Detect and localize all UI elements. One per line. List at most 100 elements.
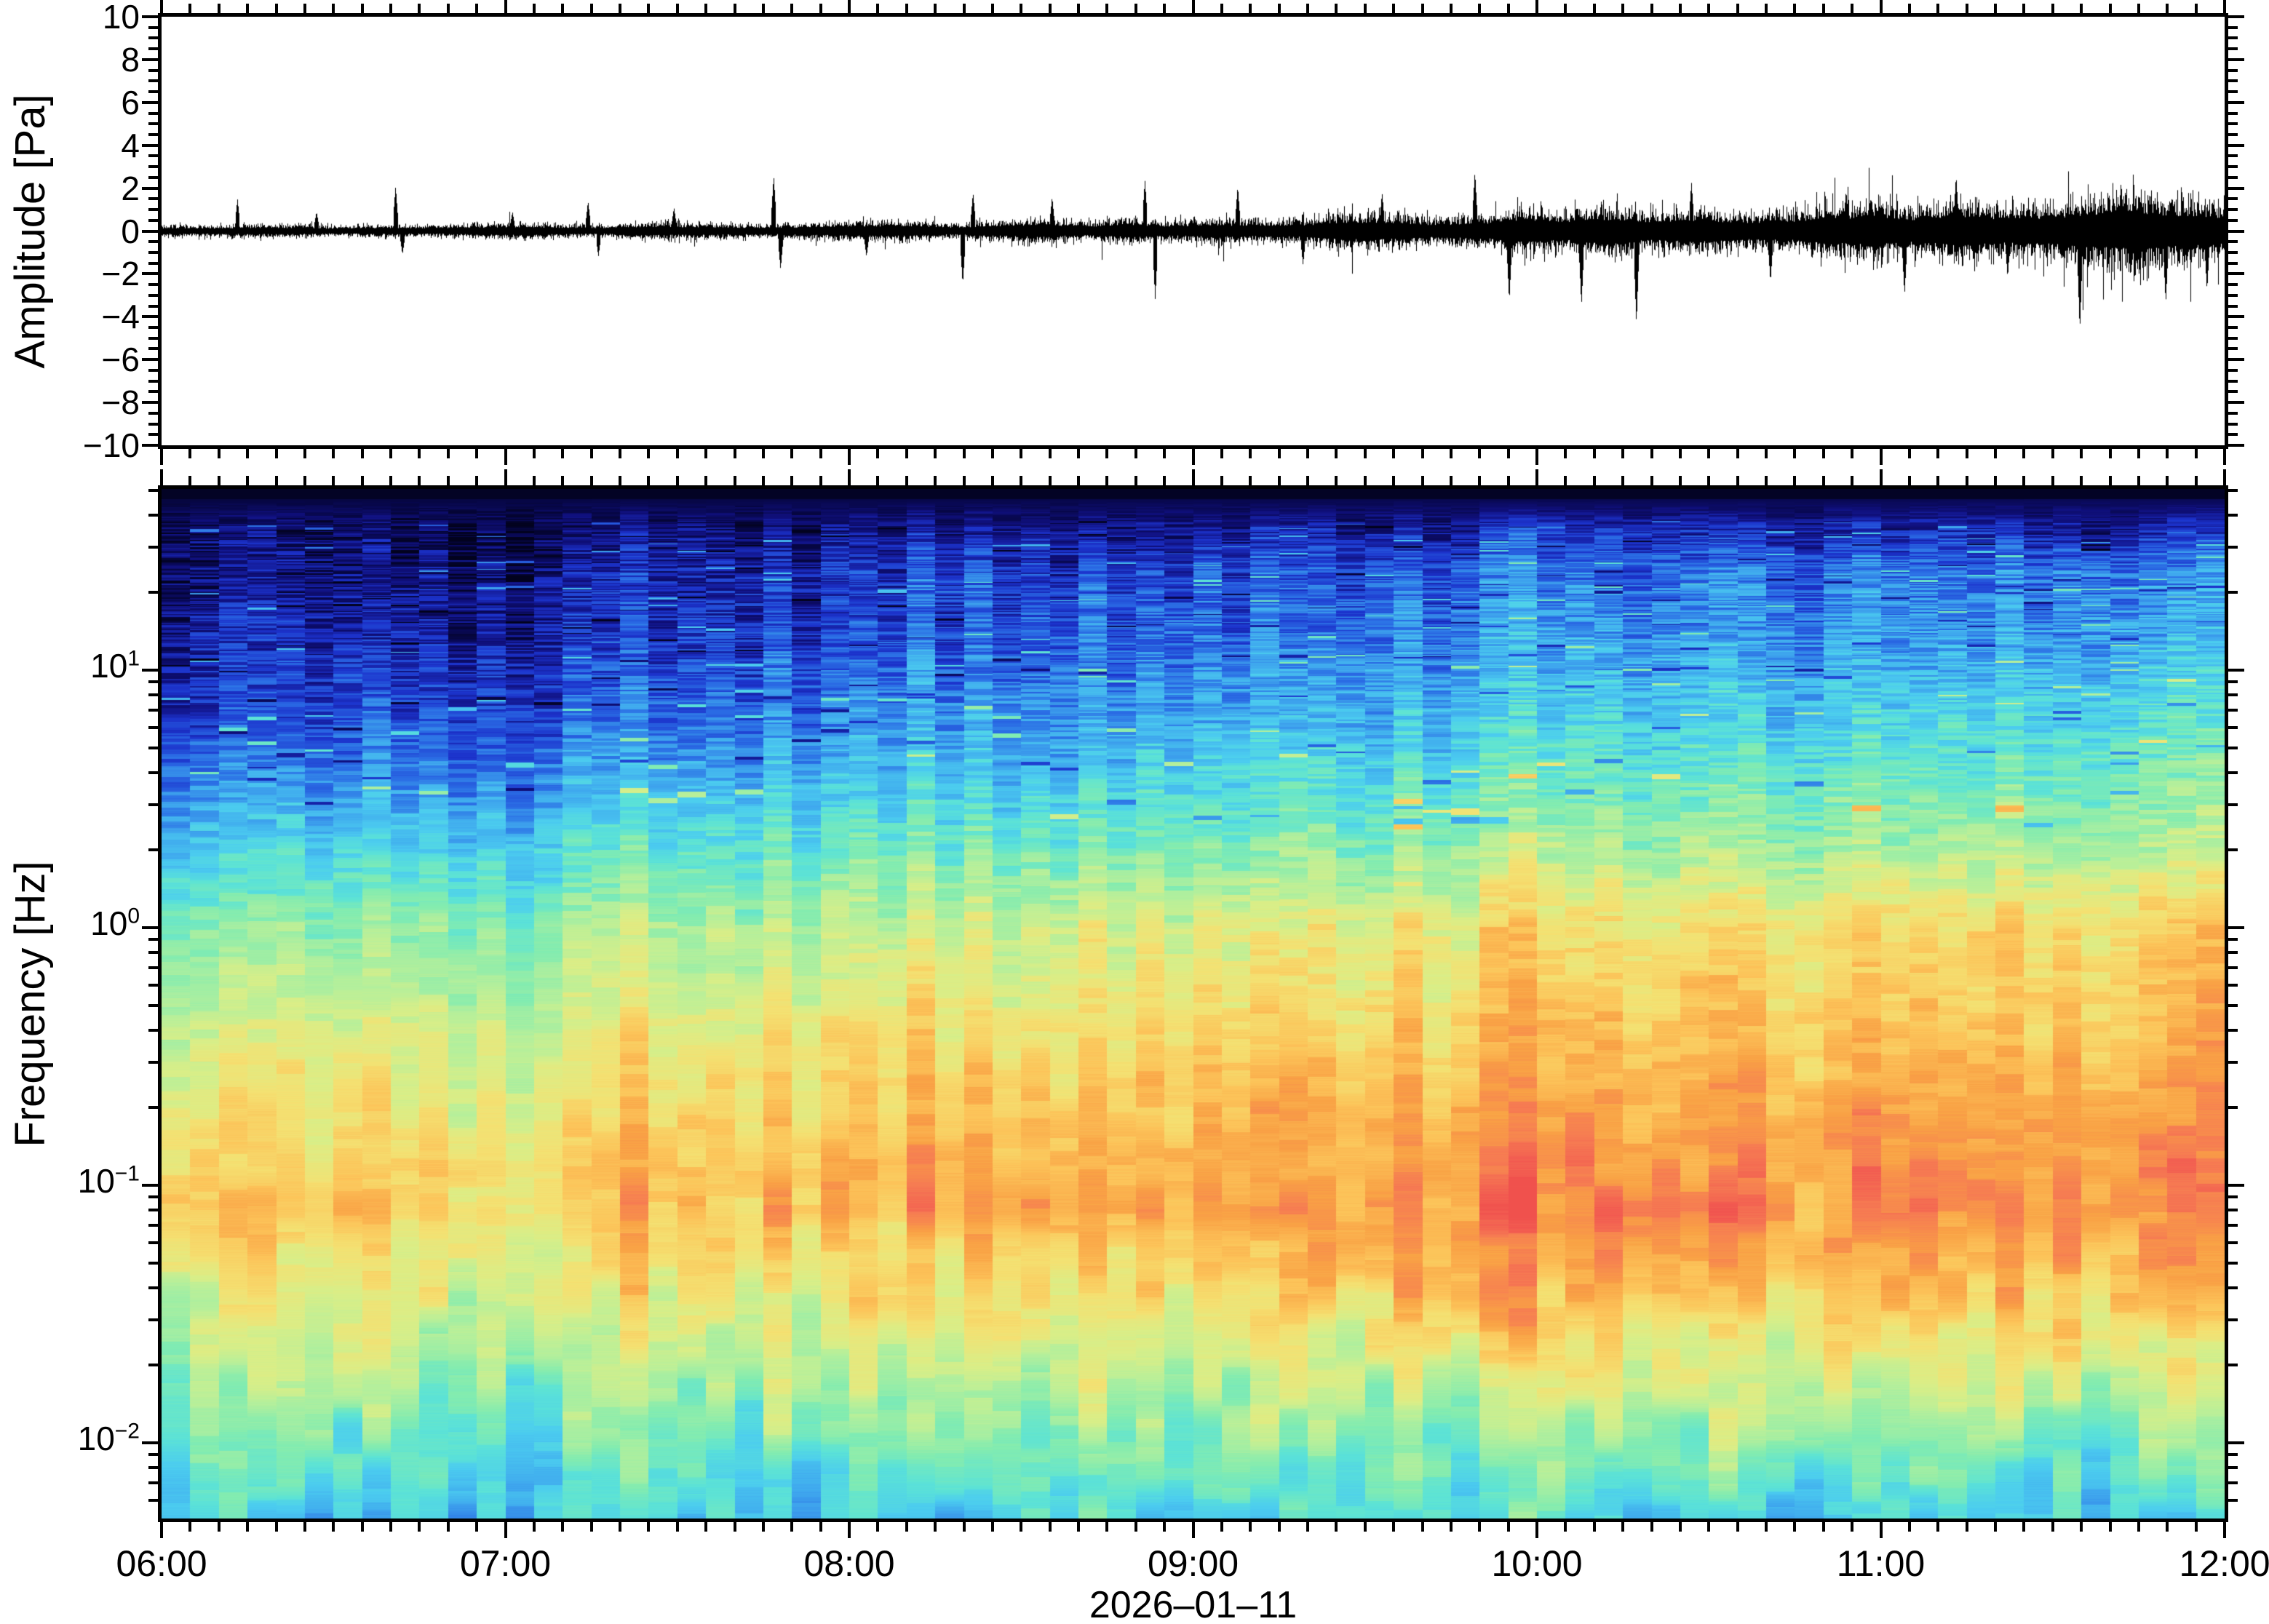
tick-mark	[1821, 476, 1825, 485]
tick-mark	[148, 111, 158, 115]
tick-mark	[790, 476, 794, 485]
tick-mark	[1994, 476, 1997, 485]
tick-mark	[2228, 240, 2238, 244]
tick-mark	[148, 1498, 158, 1502]
tick-mark	[990, 4, 994, 13]
tick-mark	[2022, 476, 2026, 485]
tick-mark	[1765, 1522, 1768, 1532]
tick-mark	[790, 4, 794, 13]
tick-mark	[148, 966, 158, 969]
tick-mark	[2137, 449, 2140, 458]
tick-mark	[148, 433, 158, 437]
tick-mark	[389, 4, 392, 13]
tick-mark	[589, 449, 593, 458]
tick-mark	[2228, 513, 2238, 517]
tick-mark	[2228, 347, 2238, 351]
tick-mark	[142, 1441, 158, 1444]
tick-mark	[2228, 165, 2238, 169]
tick-mark	[142, 229, 158, 233]
tick-mark	[148, 1195, 158, 1199]
tick-mark	[790, 1522, 794, 1532]
tick-mark	[1163, 449, 1167, 458]
tick-mark	[1765, 4, 1768, 13]
tick-mark	[332, 449, 335, 458]
tick-mark	[389, 476, 392, 485]
tick-mark	[1048, 449, 1052, 458]
tick-mark	[561, 476, 565, 485]
tick-mark	[2228, 444, 2244, 447]
waveform-panel	[158, 13, 2228, 449]
tick-mark	[819, 476, 822, 485]
tick-mark	[905, 476, 908, 485]
tick-mark	[704, 4, 708, 13]
tick-mark	[148, 208, 158, 212]
tick-mark	[2166, 1522, 2169, 1532]
tick-mark	[160, 469, 163, 485]
tick-mark	[148, 240, 158, 244]
tick-mark	[1191, 1522, 1195, 1538]
tick-mark	[532, 449, 536, 458]
tick-mark	[1678, 449, 1682, 458]
tick-mark	[1363, 449, 1367, 458]
tick-mark	[1420, 4, 1424, 13]
tick-mark	[1306, 476, 1309, 485]
tick-mark	[142, 401, 158, 405]
tick-mark	[1564, 4, 1567, 13]
tick-mark	[148, 79, 158, 83]
tick-mark	[619, 476, 621, 485]
tick-mark	[2108, 1522, 2112, 1532]
tick-mark	[1994, 4, 1997, 13]
tick-mark	[1879, 449, 1883, 465]
tick-mark	[2228, 1498, 2238, 1502]
tick-mark	[188, 4, 192, 13]
tick-mark	[876, 1522, 880, 1532]
tick-mark	[2228, 725, 2238, 729]
tick-mark	[2228, 132, 2238, 136]
tick-mark	[2223, 1522, 2226, 1538]
tick-mark	[1793, 1522, 1797, 1532]
tick-mark	[2228, 411, 2238, 415]
tick-mark	[733, 449, 736, 458]
tick-mark	[1105, 449, 1109, 458]
tick-mark	[2137, 476, 2140, 485]
tick-mark	[1535, 469, 1538, 485]
amplitude-tick-label: −2	[101, 255, 140, 293]
tick-mark	[246, 1522, 250, 1532]
tick-mark	[148, 983, 158, 987]
tick-mark	[148, 25, 158, 29]
tick-mark	[148, 1364, 158, 1367]
tick-mark	[246, 476, 250, 485]
amplitude-tick-label: −8	[101, 383, 140, 422]
tick-mark	[2223, 449, 2226, 465]
tick-mark	[148, 1453, 158, 1457]
tick-mark	[2228, 15, 2244, 18]
tick-mark	[2022, 449, 2026, 458]
tick-mark	[2137, 1522, 2140, 1532]
tick-mark	[148, 218, 158, 222]
tick-mark	[1277, 476, 1281, 485]
tick-mark	[1535, 449, 1538, 465]
tick-mark	[1535, 1522, 1538, 1538]
tick-mark	[2228, 315, 2244, 319]
tick-mark	[2228, 304, 2238, 308]
tick-mark	[2228, 1241, 2238, 1244]
tick-mark	[2228, 175, 2238, 179]
tick-mark	[704, 476, 708, 485]
spectrogram-panel	[158, 485, 2228, 1522]
tick-mark	[142, 926, 158, 929]
tick-mark	[1936, 1522, 1940, 1532]
tick-mark	[148, 261, 158, 265]
tick-mark	[1707, 449, 1711, 458]
tick-mark	[1506, 449, 1510, 458]
tick-mark	[1707, 476, 1711, 485]
tick-mark	[360, 4, 364, 13]
tick-mark	[1478, 4, 1482, 13]
tick-mark	[2228, 111, 2238, 115]
x-axis-date-label: 2026–01–11	[1089, 1584, 1298, 1624]
tick-mark	[790, 449, 794, 458]
tick-mark	[1191, 449, 1195, 465]
tick-mark	[990, 449, 994, 458]
tick-mark	[2228, 197, 2238, 201]
tick-mark	[1936, 4, 1940, 13]
